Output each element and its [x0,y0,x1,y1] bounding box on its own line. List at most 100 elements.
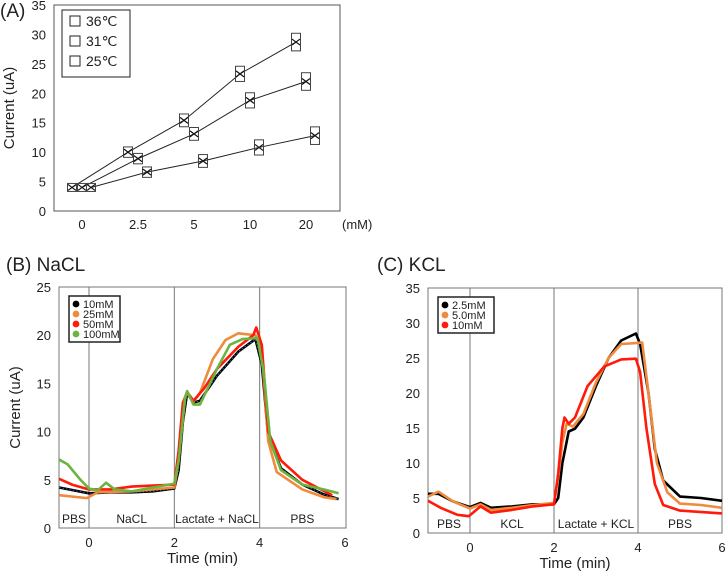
legend-label: 100mM [83,329,120,341]
panel-a-current-vs-concentration: (A) 0 5 10 15 20 25 30 35 0 2.5 5 10 20 (mM) Current (u… [0,0,372,232]
panel-b-nacl-time-series: (B) NaCL 0 5 10 15 20 25 0 2 4 6 Time (min) Current … [6,255,349,567]
data-point-marker [291,38,301,46]
error-box [198,154,208,168]
x-tick-label: 10 [243,217,257,232]
x-tick-label: 2 [171,535,178,550]
legend-marker-icon [441,301,449,309]
y-tick-label: 20 [32,86,46,101]
phase-label: KCL [500,517,524,531]
legend-marker-icon [441,311,449,319]
y-tick-label: 0 [39,204,46,219]
x-tick-label: 0 [85,535,92,550]
x-tick-label: 6 [341,535,348,550]
data-point-marker [67,183,77,191]
data-point-marker [301,78,311,85]
y-tick-label: 20 [37,328,51,343]
x-tick-label: 4 [256,535,263,550]
error-box [254,139,264,156]
data-point-marker [310,132,320,140]
error-box [301,72,311,91]
panel-c-kcl-time-series: (C) KCL 0 5 10 15 20 25 30 35 0 2 4 6 Time (min) PBS KC… [377,255,726,572]
data-point-marker [189,130,199,138]
legend-marker-icon [441,321,449,329]
error-box [123,146,133,158]
y-tick-label: 25 [32,57,46,72]
phase-label: PBS [62,512,86,526]
legend-marker-icon [72,310,80,318]
series-2 [86,126,320,192]
y-tick-label: 5 [44,473,51,488]
data-point-marker [142,168,152,176]
phase-label: PBS [437,517,461,531]
x-tick-label: 6 [718,540,725,555]
legend-square-icon [69,15,81,27]
legend-marker-icon [72,320,80,328]
legend-marker-icon [72,300,80,308]
error-box [179,113,189,128]
data-point-marker [179,116,189,124]
y-tick-label: 10 [37,425,51,440]
legend-label: 31℃ [86,33,117,49]
error-box [235,65,245,82]
y-tick-label: 15 [37,376,51,391]
error-box [189,126,199,141]
y-tick-label: 25 [406,351,420,366]
y-tick-label: 0 [44,521,51,536]
error-box [133,152,143,165]
legend-box [61,9,131,78]
plot-frame [53,4,341,212]
y-tick-label: 30 [32,27,46,42]
data-point-marker [245,96,255,104]
data-point-marker [77,183,87,191]
y-tick-label: 10 [32,145,46,160]
x-tick-label: 4 [634,540,641,555]
phase-label: Lactate + KCL [558,517,635,531]
x-tick-label: 2.5 [129,217,147,232]
error-box [86,182,96,192]
legend-marker-icon [72,330,80,338]
legend-label: 36℃ [86,13,117,29]
y-tick-label: 35 [32,0,46,13]
legend-label: 10mM [83,299,114,311]
y-tick-label: 5 [413,491,420,506]
x-tick-label: 0 [466,540,473,555]
y-tick-label: 35 [406,281,420,296]
y-tick-label: 0 [413,526,420,541]
legend-label: 10mM [452,320,483,332]
x-unit-label: (mM) [342,217,372,232]
panel-title: (B) NaCL [6,255,85,276]
legend-label: 2.5mM [452,300,486,312]
legend-label: 25mM [83,309,114,321]
x-axis-label: Time (min) [167,550,238,567]
series-line-10mM [427,357,723,518]
series-line-5.0mM [427,341,723,512]
x-tick-label: 2 [550,540,557,555]
series-1 [77,72,311,192]
y-tick-label: 15 [406,421,420,436]
error-box [142,166,152,178]
data-point-marker [123,148,133,156]
y-axis-label: Current (uA) [1,67,18,150]
y-tick-label: 15 [32,116,46,131]
error-box [67,182,77,192]
x-tick-label: 5 [190,217,197,232]
data-point-marker [86,183,96,191]
y-tick-label: 25 [37,280,51,295]
x-tick-label: 20 [299,217,313,232]
y-tick-label: 10 [406,456,420,471]
legend-label: 5.0mM [452,310,486,322]
y-tick-label: 30 [406,316,420,331]
error-box [291,32,301,52]
data-point-marker [133,155,143,163]
legend-label: 50mM [83,319,114,331]
error-box [310,126,320,145]
legend: 36℃ 31℃ 25℃ [61,9,131,78]
panel-title: (C) KCL [377,255,446,276]
y-tick-label: 5 [39,175,46,190]
phase-label: NaCL [116,512,147,526]
data-point-marker [198,157,208,165]
legend-square-icon [69,55,81,67]
